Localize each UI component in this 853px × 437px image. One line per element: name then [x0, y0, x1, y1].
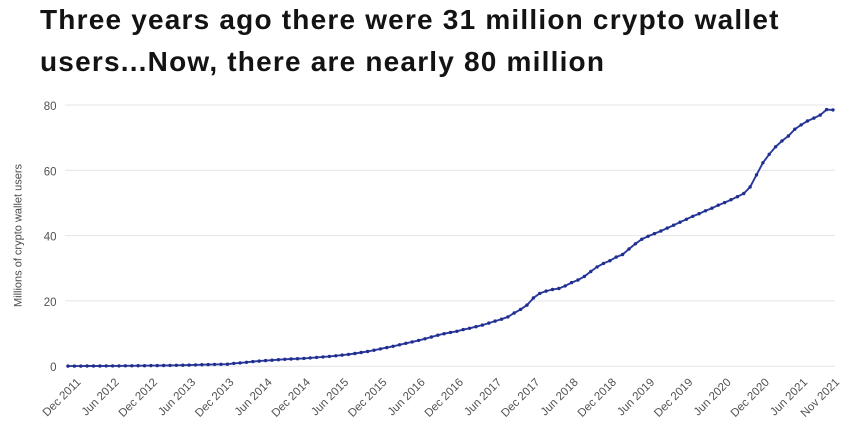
svg-text:40: 40: [44, 232, 57, 244]
svg-text:Jun 2020: Jun 2020: [692, 376, 734, 418]
svg-text:Jun 2016: Jun 2016: [386, 376, 428, 418]
svg-text:Jun 2012: Jun 2012: [80, 376, 122, 418]
svg-text:Dec 2019: Dec 2019: [652, 376, 695, 419]
svg-text:80: 80: [44, 101, 57, 113]
svg-text:Jun 2015: Jun 2015: [309, 376, 351, 418]
svg-text:Jun 2017: Jun 2017: [462, 376, 504, 418]
svg-text:Dec 2013: Dec 2013: [193, 376, 236, 419]
svg-text:60: 60: [44, 166, 57, 178]
svg-text:Jun 2014: Jun 2014: [233, 376, 275, 418]
svg-text:Dec 2018: Dec 2018: [576, 376, 619, 419]
svg-text:Dec 2020: Dec 2020: [729, 376, 772, 419]
svg-text:20: 20: [44, 297, 57, 309]
svg-text:Jun 2013: Jun 2013: [156, 376, 198, 418]
svg-text:Dec 2014: Dec 2014: [270, 376, 314, 420]
svg-text:Jun 2019: Jun 2019: [615, 376, 657, 418]
svg-text:Dec 2012: Dec 2012: [117, 376, 160, 419]
svg-text:Dec 2011: Dec 2011: [41, 376, 84, 419]
svg-text:Dec 2016: Dec 2016: [423, 376, 466, 419]
svg-text:0: 0: [50, 362, 56, 374]
svg-text:Jun 2018: Jun 2018: [539, 376, 581, 418]
svg-text:Millions of crypto wallet user: Millions of crypto wallet users: [13, 163, 25, 307]
svg-text:Dec 2015: Dec 2015: [346, 376, 389, 419]
svg-text:Dec 2017: Dec 2017: [499, 376, 542, 419]
